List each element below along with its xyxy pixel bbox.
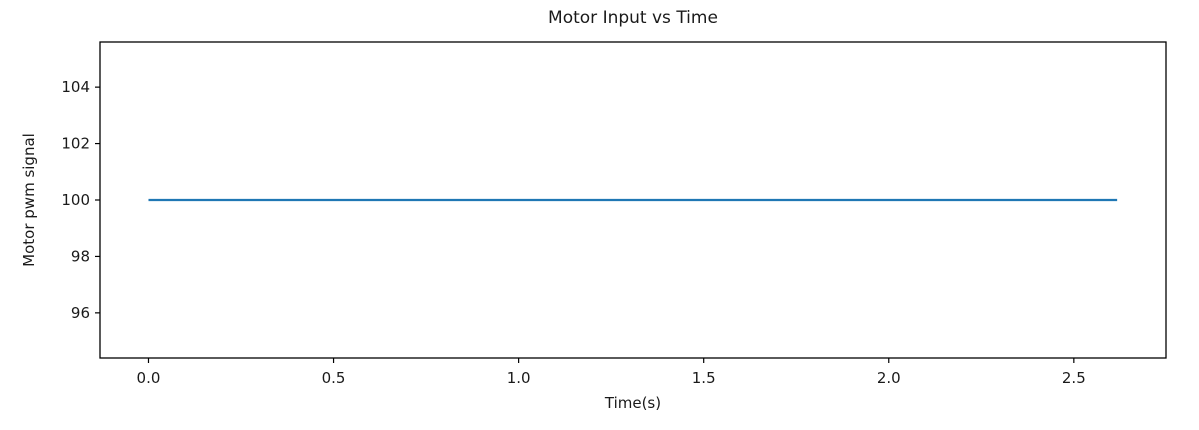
y-tick-label: 98 [71, 247, 90, 265]
y-tick-label: 96 [71, 304, 90, 322]
x-tick-label: 1.0 [507, 369, 531, 387]
y-axis-label: Motor pwm signal [20, 133, 38, 267]
chart-title: Motor Input vs Time [548, 8, 718, 28]
y-tick-label: 102 [61, 135, 90, 153]
x-tick-label: 1.5 [692, 369, 716, 387]
y-tick-label: 100 [61, 191, 90, 209]
x-tick-label: 2.0 [877, 369, 901, 387]
x-axis-label: Time(s) [604, 394, 662, 412]
y-tick-label: 104 [61, 78, 90, 96]
x-tick-label: 0.0 [137, 369, 161, 387]
x-tick-label: 2.5 [1062, 369, 1086, 387]
x-tick-label: 0.5 [322, 369, 346, 387]
